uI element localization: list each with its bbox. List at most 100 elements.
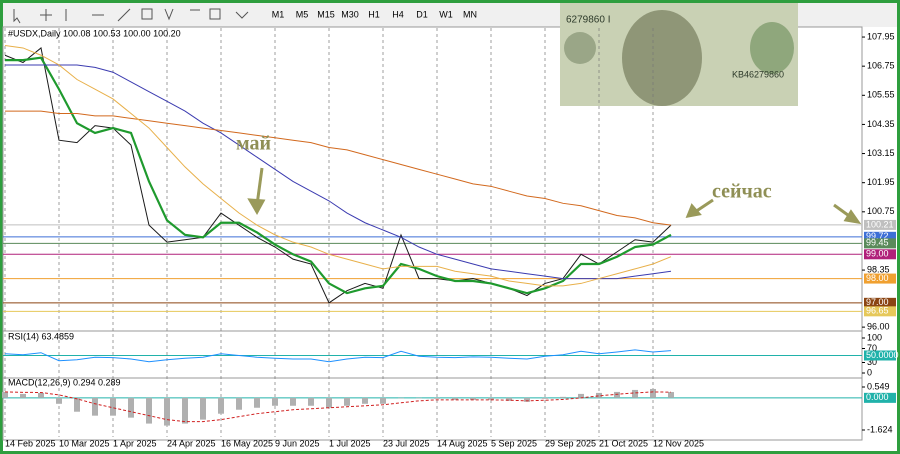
level-label: 97.00 (866, 297, 889, 307)
cursor-icon (13, 9, 21, 24)
level-label: 100.21 (866, 219, 894, 229)
histogram-bar (308, 397, 314, 406)
y-tick-label: 96.00 (867, 321, 890, 331)
timeframe-button[interactable]: M1 (272, 9, 285, 19)
x-tick-label: 5 Sep 2025 (491, 438, 537, 448)
tool-icons (164, 8, 249, 21)
timeframe-button[interactable]: W1 (439, 9, 453, 19)
histogram-bar (632, 389, 638, 398)
level-label: 99.72 (866, 231, 889, 241)
level-label-bg (864, 238, 896, 249)
timeframe-button[interactable]: M30 (341, 9, 359, 19)
y-tick-label: 105.55 (867, 90, 895, 100)
y-tick-label: 107.95 (867, 31, 895, 41)
histogram-bar (650, 388, 656, 398)
y-tick-label: 30 (867, 357, 877, 367)
signal-line (4, 391, 672, 423)
histogram-bar (218, 397, 224, 414)
y-tick-label: 0 (867, 367, 872, 377)
histogram-bar (146, 397, 152, 424)
timeframe-button[interactable]: H1 (368, 9, 380, 19)
seal (564, 32, 596, 64)
histogram-bar (326, 397, 332, 408)
channel-icon (141, 8, 153, 20)
panel-title: #USDX,Daily 100.08 100.53 100.00 100.20 (8, 28, 181, 38)
timeframe-button[interactable]: H4 (392, 9, 404, 19)
histogram-bar (200, 397, 206, 420)
x-tick-label: 12 Nov 2025 (653, 438, 704, 448)
timeframe-button[interactable]: M15 (317, 9, 335, 19)
y-tick-label: 106.75 (867, 61, 895, 71)
level-label-bg (864, 392, 896, 403)
x-tick-label: 23 Jul 2025 (383, 438, 430, 448)
histogram-bar (416, 397, 422, 399)
timeframe-button[interactable]: M5 (296, 9, 309, 19)
x-tick-label: 16 May 2025 (221, 438, 273, 448)
histogram-bar (380, 397, 386, 404)
histogram-bar (668, 392, 674, 398)
y-tick-label: 104.35 (867, 119, 895, 129)
histogram-bar (92, 397, 98, 416)
level-label-bg (864, 219, 896, 230)
series-line (4, 47, 672, 304)
histogram-bar (434, 397, 440, 399)
panel-title: MACD(12,26,9) 0.294 0.289 (8, 377, 121, 387)
histogram-bar (470, 397, 476, 400)
histogram-bar (110, 397, 116, 416)
y-tick-label: 98.35 (867, 264, 890, 274)
y-tick-label: -1.624 (867, 424, 893, 434)
histogram-bar (560, 396, 566, 398)
x-tick-label: 10 Mar 2025 (59, 438, 110, 448)
x-tick-label: 1 Apr 2025 (113, 438, 157, 448)
x-tick-label: 14 Feb 2025 (5, 438, 56, 448)
histogram-bar (272, 397, 278, 406)
histogram-bar (56, 397, 62, 404)
histogram-bar (524, 397, 530, 402)
x-tick-label: 14 Aug 2025 (437, 438, 488, 448)
series-line (4, 349, 672, 363)
histogram-bar (506, 397, 512, 401)
histogram-bar (452, 397, 458, 400)
timeframe-button[interactable]: MN (463, 9, 477, 19)
histogram-bar (488, 397, 494, 400)
line-icons (65, 8, 131, 22)
histogram-bar (596, 392, 602, 398)
histogram-bar (38, 392, 44, 398)
histogram-bar (164, 397, 170, 426)
histogram-bar (236, 397, 242, 410)
seal (750, 22, 794, 74)
banknote: 6279860 I KB46279860 (560, 3, 798, 106)
series-line (5, 56, 672, 295)
level-label-bg (864, 249, 896, 260)
y-tick-label: 70 (867, 343, 877, 353)
serial: KB46279860 (732, 69, 784, 79)
level-label-bg (864, 350, 896, 361)
y-tick-label: 100 (867, 332, 882, 342)
series-line (4, 45, 672, 287)
x-tick-label: 21 Oct 2025 (599, 438, 648, 448)
timeframe-button[interactable]: D1 (416, 9, 428, 19)
annotation-arrows (247, 167, 862, 225)
level-label: 96.65 (866, 306, 889, 316)
portrait (622, 10, 702, 106)
x-tick-label: 24 Apr 2025 (167, 438, 216, 448)
level-label: 99.45 (866, 238, 889, 248)
x-tick-label: 1 Jul 2025 (329, 438, 371, 448)
level-label-bg (864, 297, 896, 308)
histogram-bar (614, 391, 620, 398)
timeframes: M1 M5 M15 M30 H1 H4 D1 W1 MN (272, 9, 477, 19)
toolbar-icons (13, 8, 249, 24)
histogram-bar (290, 397, 296, 406)
histogram-bar (344, 397, 350, 406)
level-label-bg (864, 231, 896, 242)
histogram-bar (182, 397, 188, 424)
x-tick-label: 29 Sep 2025 (545, 438, 596, 448)
y-tick-label: 100.75 (867, 206, 895, 216)
histogram-bar (2, 391, 8, 398)
level-label-bg (864, 306, 896, 317)
series-line (5, 64, 672, 280)
histogram-bar (128, 397, 134, 418)
serial: 6279860 I (566, 15, 611, 26)
histogram-bar (74, 397, 80, 412)
level-label: 50.0000 (866, 350, 899, 360)
